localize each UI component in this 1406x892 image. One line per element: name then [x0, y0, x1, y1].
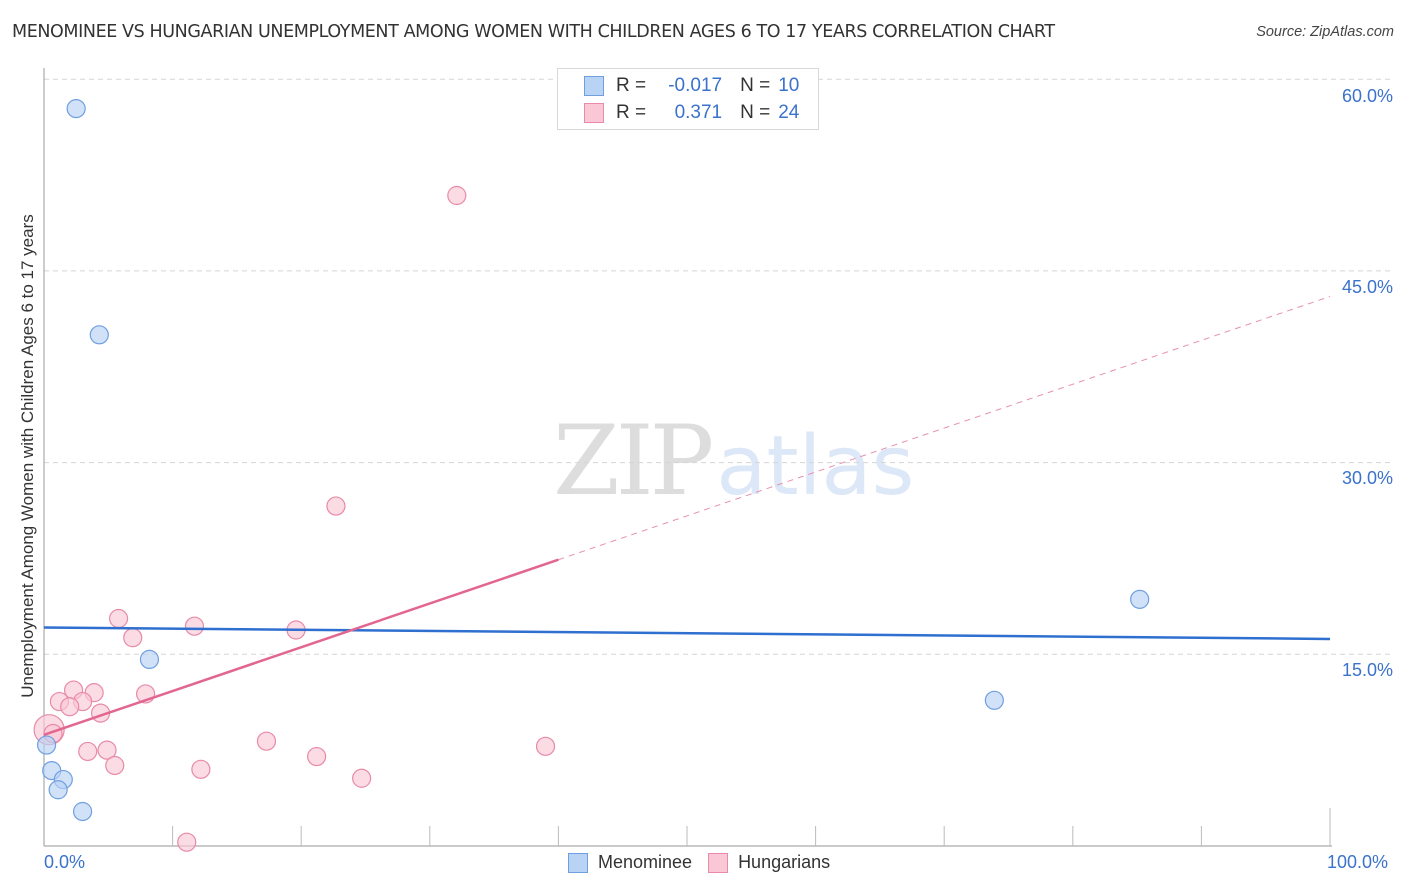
y-tick-15: 15.0% — [1341, 660, 1393, 680]
data-point[interactable] — [191, 759, 211, 779]
data-point[interactable] — [36, 735, 57, 755]
data-point[interactable] — [60, 697, 80, 717]
watermark-zip: ZIP — [553, 405, 714, 517]
x-tick-min: 0.0% — [44, 852, 86, 872]
watermark-atlas: atlas — [716, 419, 915, 514]
y-tick-45: 45.0% — [1341, 277, 1393, 297]
data-point[interactable] — [97, 740, 117, 760]
data-point[interactable] — [1130, 589, 1150, 609]
legend-label: Menominee — [598, 852, 693, 872]
menominee-trend-line — [43, 626, 1331, 641]
r-value: 0.371 — [674, 102, 723, 123]
data-point[interactable] — [326, 496, 346, 516]
legend-item-hungarians[interactable]: Hungarians — [708, 852, 830, 873]
legend-item-menominee[interactable]: Menominee — [568, 852, 692, 873]
y-axis-label: Unemployment Among Women with Children A… — [18, 214, 37, 698]
trend-lines — [43, 295, 1331, 736]
data-point[interactable] — [307, 746, 327, 767]
data-point[interactable] — [352, 768, 372, 788]
data-point[interactable] — [984, 690, 1004, 710]
data-point[interactable] — [184, 616, 205, 636]
menominee-points — [36, 98, 1150, 822]
menominee-swatch — [568, 852, 588, 873]
source-label: Source: ZipAtlas.com — [1256, 24, 1394, 40]
x-tick-max: 100.0% — [1327, 852, 1389, 872]
hungarians-trend-line — [43, 558, 559, 736]
series-legend: Menominee Hungarians — [568, 852, 846, 873]
axes — [43, 68, 1332, 847]
y-tick-60: 60.0% — [1341, 86, 1393, 106]
y-tick-30: 30.0% — [1341, 468, 1393, 488]
chart-title: MENOMINEE VS HUNGARIAN UNEMPLOYMENT AMON… — [12, 22, 1055, 42]
n-value: 10 — [778, 75, 800, 96]
data-point[interactable] — [139, 649, 160, 670]
data-point[interactable] — [89, 325, 109, 345]
stats-legend: R = -0.017 N = 10 R = 0.371 N = 24 — [557, 68, 819, 130]
n-value: 24 — [778, 102, 800, 123]
n-label: N = — [740, 75, 771, 96]
watermark: ZIPatlas — [553, 405, 914, 517]
data-point[interactable] — [105, 755, 125, 776]
data-point[interactable] — [256, 731, 277, 751]
r-label: R = — [616, 75, 647, 96]
data-point[interactable] — [72, 801, 93, 822]
data-point[interactable] — [78, 741, 98, 762]
n-label: N = — [740, 102, 771, 123]
data-point[interactable] — [447, 185, 467, 206]
gridlines — [44, 78, 1393, 655]
hungarians-trend-extension — [558, 295, 1331, 561]
data-point[interactable] — [177, 832, 197, 852]
r-label: R = — [616, 102, 647, 123]
hungarians-points — [33, 185, 556, 852]
legend-label: Hungarians — [738, 852, 831, 872]
data-point[interactable] — [108, 608, 129, 629]
data-point[interactable] — [66, 98, 86, 119]
hungarians-swatch — [584, 103, 604, 123]
r-value: -0.017 — [668, 75, 723, 96]
legend-row-hungarians: R = 0.371 N = 24 — [584, 101, 799, 125]
hungarians-swatch — [708, 852, 729, 873]
data-point[interactable] — [535, 736, 556, 756]
menominee-swatch — [584, 76, 604, 96]
legend-row-menominee: R = -0.017 N = 10 — [584, 74, 799, 98]
data-point[interactable] — [123, 628, 143, 648]
data-point[interactable] — [48, 780, 68, 800]
